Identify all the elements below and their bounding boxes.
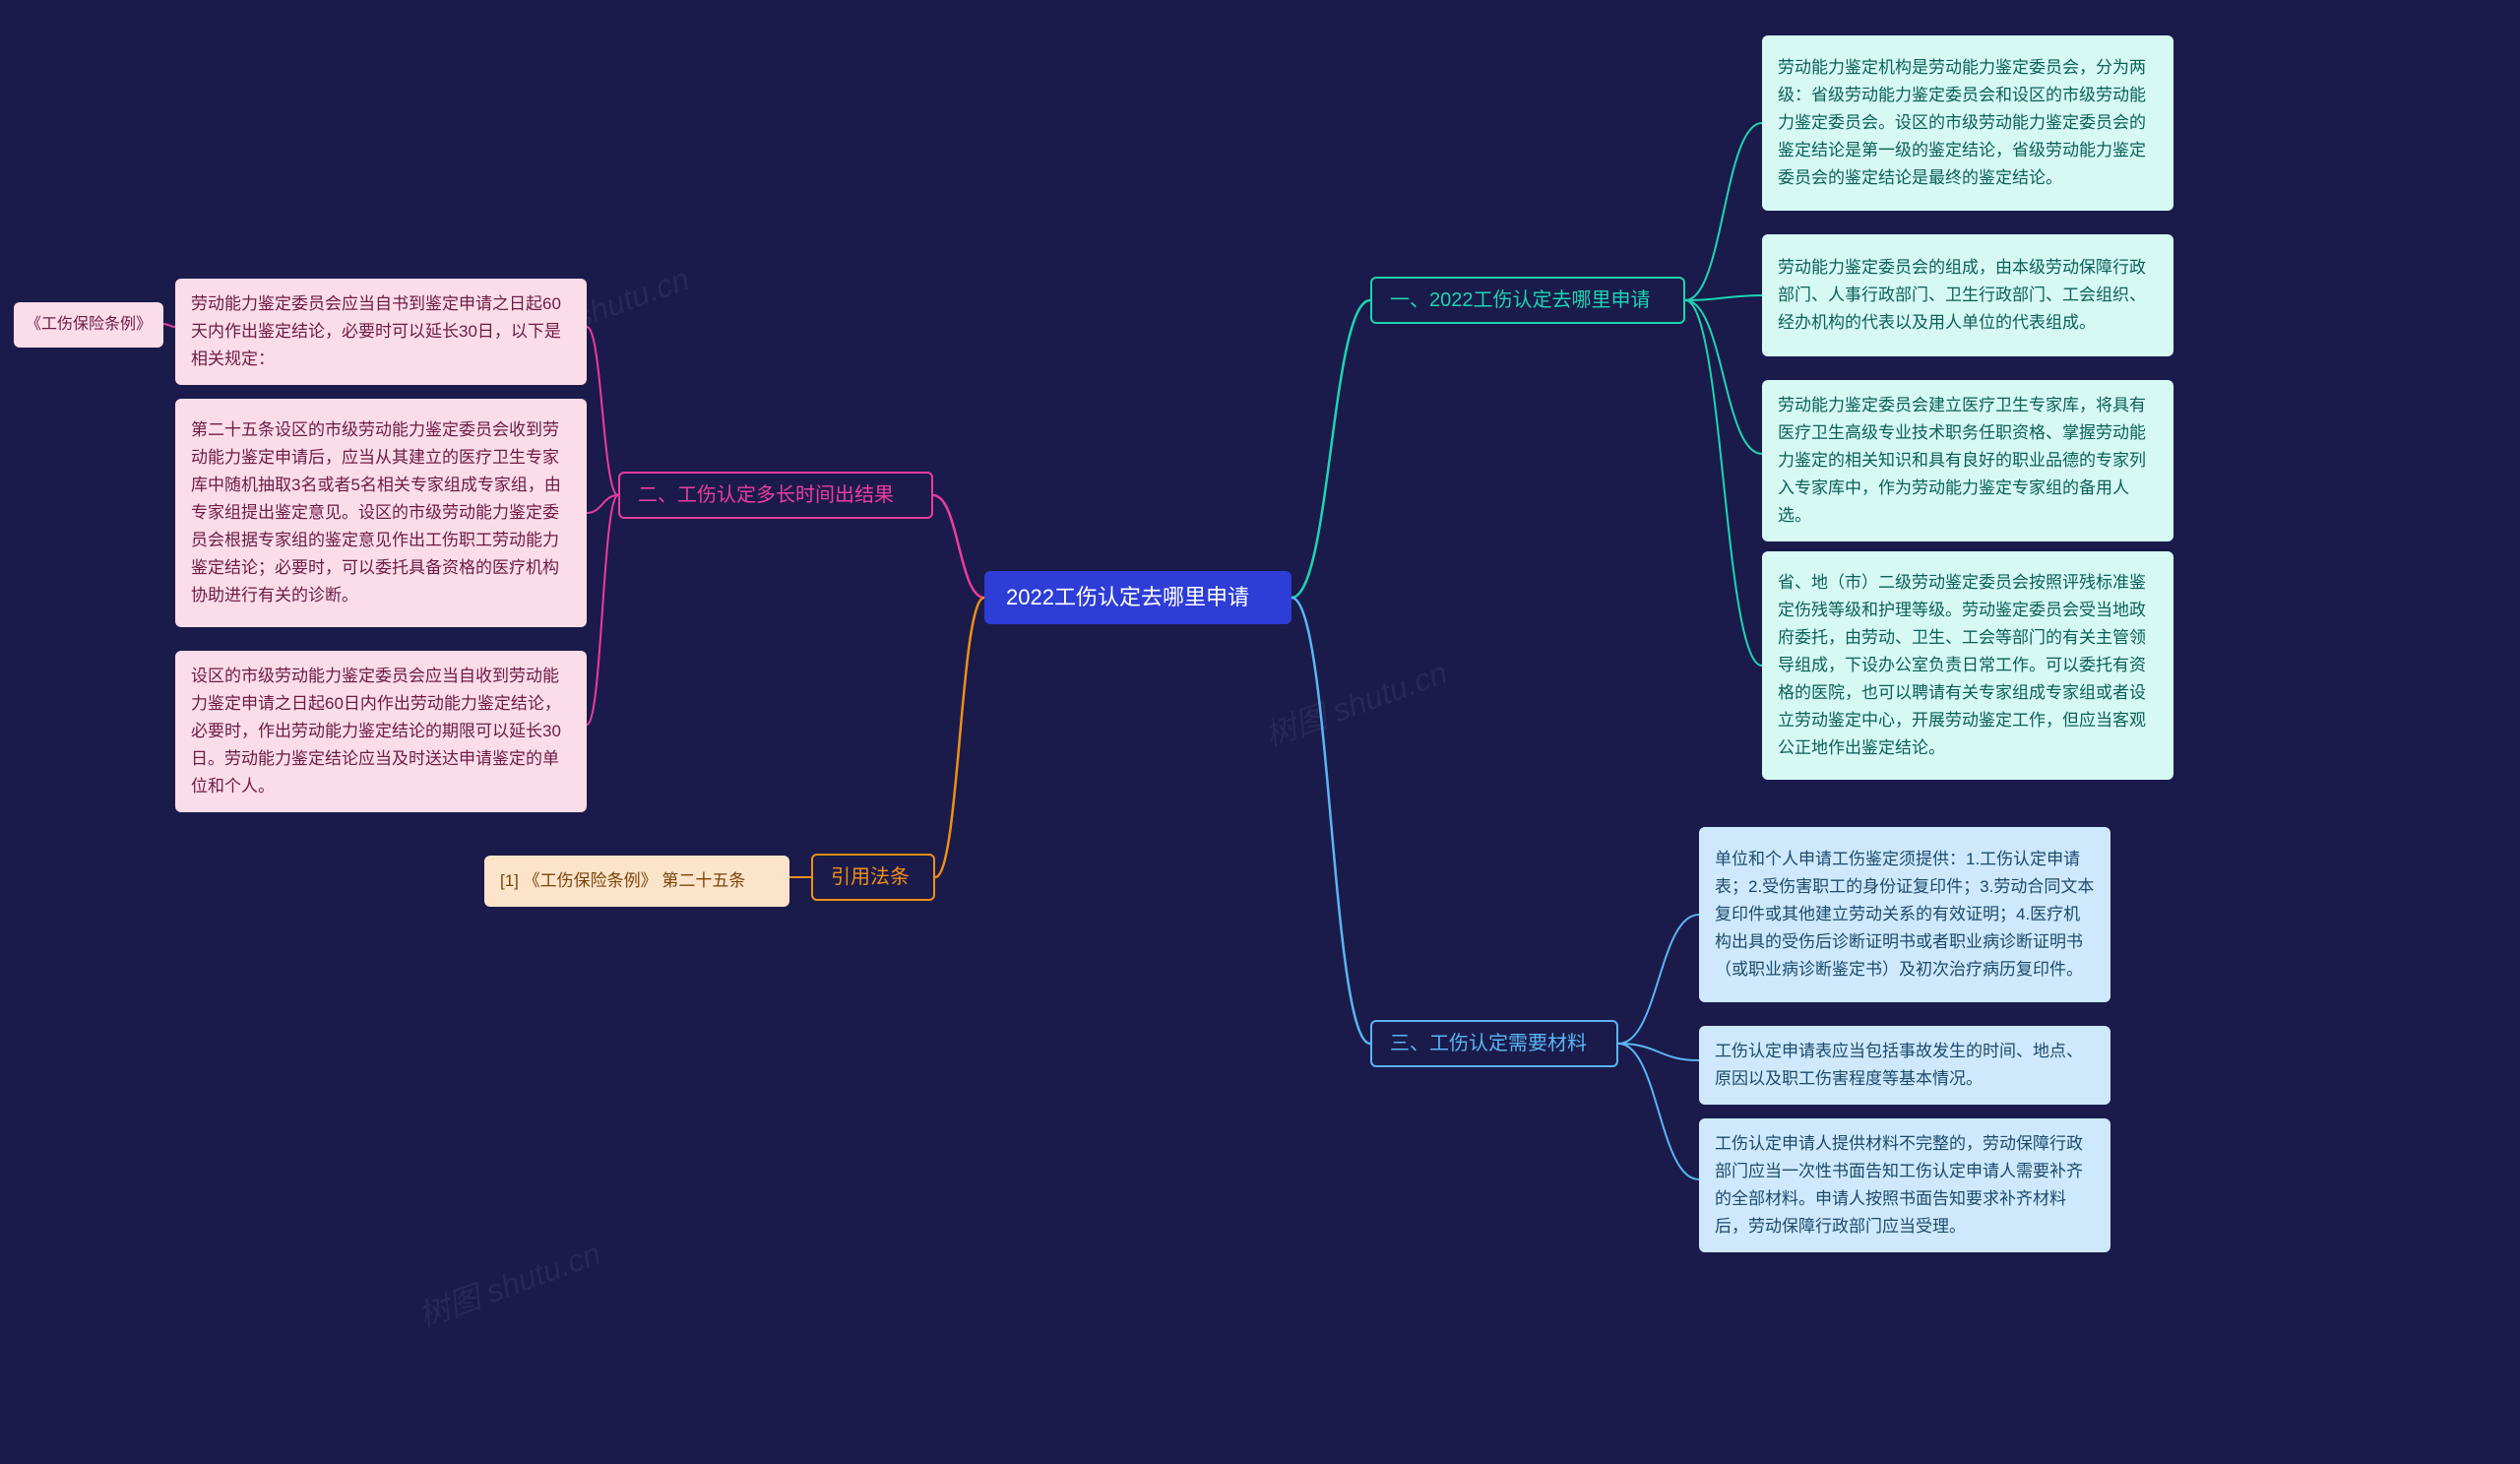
leaf-b1-1: 劳动能力鉴定委员会的组成，由本级劳动保障行政部门、人事行政部门、卫生行政部门、工… — [1762, 234, 2174, 356]
mindmap-root[interactable]: 2022工伤认定去哪里申请 — [984, 571, 1292, 624]
leaf-b1-3: 省、地（市）二级劳动鉴定委员会按照评残标准鉴定伤残等级和护理等级。劳动鉴定委员会… — [1762, 551, 2174, 780]
leaf-b2-sub-0: 《工伤保险条例》 — [14, 302, 163, 348]
leaf-b2-1: 第二十五条设区的市级劳动能力鉴定委员会收到劳动能力鉴定申请后，应当从其建立的医疗… — [175, 399, 587, 627]
branch-materials[interactable]: 三、工伤认定需要材料 — [1370, 1020, 1618, 1067]
branch-citation[interactable]: 引用法条 — [811, 854, 935, 901]
watermark: 树图 shutu.cn — [1258, 648, 1453, 756]
leaf-b3-2: 工伤认定申请人提供材料不完整的，劳动保障行政部门应当一次性书面告知工伤认定申请人… — [1699, 1118, 2110, 1252]
branch-duration[interactable]: 二、工伤认定多长时间出结果 — [618, 472, 933, 519]
branch-where-apply[interactable]: 一、2022工伤认定去哪里申请 — [1370, 277, 1685, 324]
leaf-b3-1: 工伤认定申请表应当包括事故发生的时间、地点、原因以及职工伤害程度等基本情况。 — [1699, 1026, 2110, 1105]
root-label: 2022工伤认定去哪里申请 — [1006, 580, 1249, 614]
leaf-b2-2: 设区的市级劳动能力鉴定委员会应当自收到劳动能力鉴定申请之日起60日内作出劳动能力… — [175, 651, 587, 812]
leaf-b4-0: [1] 《工伤保险条例》 第二十五条 — [484, 856, 789, 907]
leaf-b3-0: 单位和个人申请工伤鉴定须提供：1.工伤认定申请表；2.受伤害职工的身份证复印件；… — [1699, 827, 2110, 1002]
watermark: 树图 shutu.cn — [411, 1229, 606, 1337]
leaf-b2-0: 劳动能力鉴定委员会应当自书到鉴定申请之日起60天内作出鉴定结论，必要时可以延长3… — [175, 279, 587, 385]
leaf-b1-0: 劳动能力鉴定机构是劳动能力鉴定委员会，分为两级：省级劳动能力鉴定委员会和设区的市… — [1762, 35, 2174, 211]
leaf-b1-2: 劳动能力鉴定委员会建立医疗卫生专家库，将具有医疗卫生高级专业技术职务任职资格、掌… — [1762, 380, 2174, 541]
